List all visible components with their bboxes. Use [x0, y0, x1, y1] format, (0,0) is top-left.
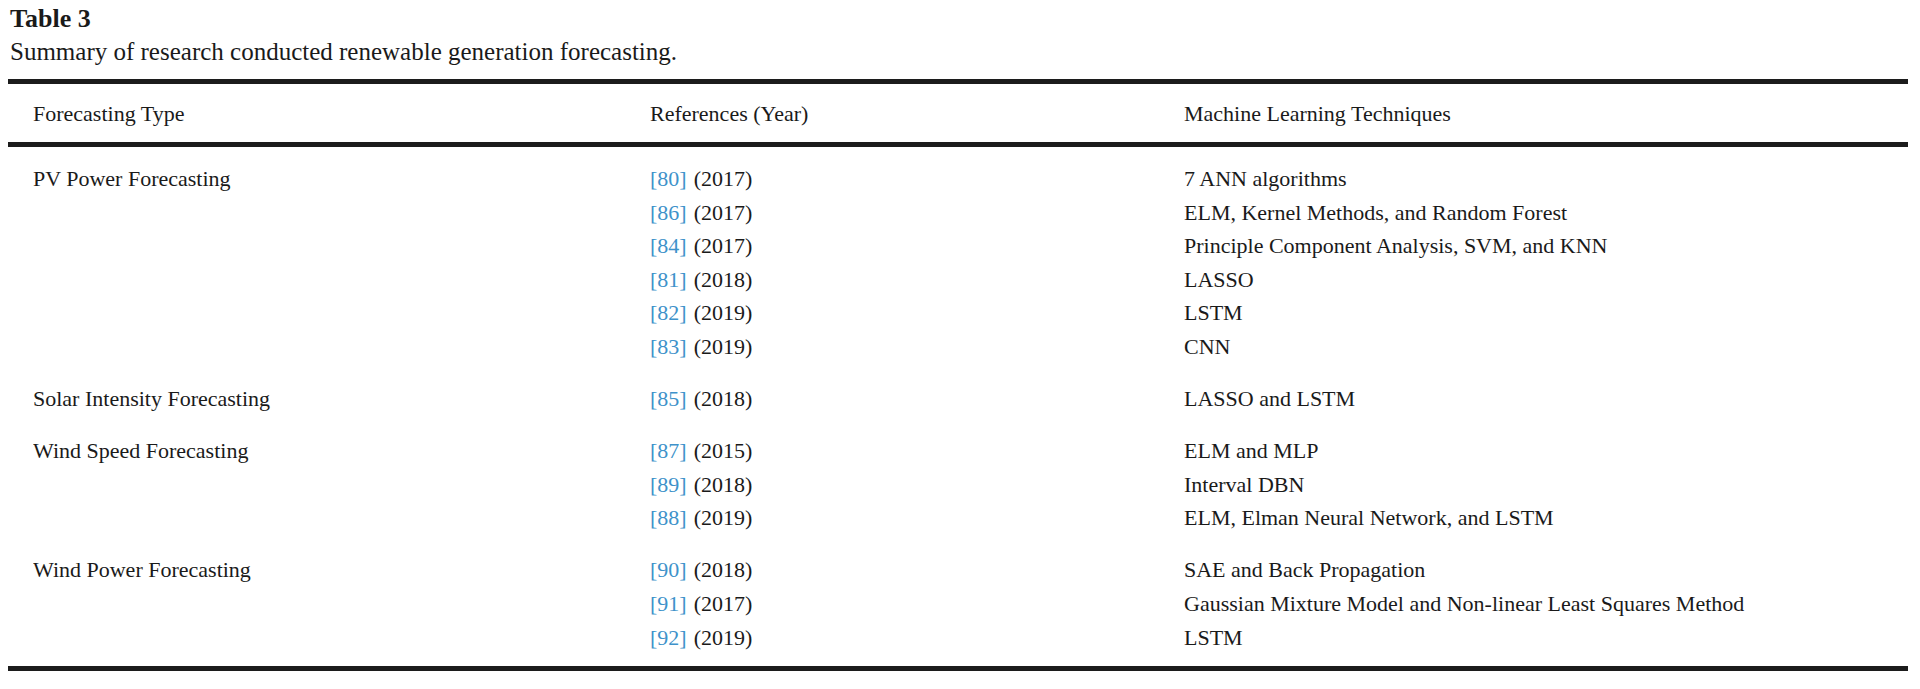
forecasting-type-cell [33, 621, 650, 655]
citation-year: (2017) [694, 166, 753, 191]
forecasting-type-cell: PV Power Forecasting [33, 162, 650, 196]
technique-cell: ELM and MLP [1184, 434, 1908, 468]
technique-cell: 7 ANN algorithms [1184, 162, 1908, 196]
table-row: [84] (2017) Principle Component Analysis,… [33, 229, 1908, 263]
table-row: [81] (2018) LASSO [33, 263, 1908, 297]
citation-link[interactable]: [86] [650, 200, 687, 225]
forecasting-type-cell [33, 229, 650, 263]
table-body: PV Power Forecasting [80] (2017) 7 ANN al… [33, 162, 1908, 654]
column-header-forecasting-type: Forecasting Type [33, 101, 650, 127]
technique-cell: ELM, Kernel Methods, and Random Forest [1184, 196, 1908, 230]
citation-link[interactable]: [89] [650, 472, 687, 497]
citation-year: (2018) [694, 267, 753, 292]
table-row: [83] (2019) CNN [33, 330, 1908, 364]
citation-link[interactable]: [87] [650, 438, 687, 463]
citation-year: (2019) [694, 625, 753, 650]
citation-year: (2018) [694, 472, 753, 497]
table-row: [86] (2017) ELM, Kernel Methods, and Rand… [33, 196, 1908, 230]
citation-year: (2015) [694, 438, 753, 463]
forecasting-type-cell [33, 587, 650, 621]
reference-year-cell: [90] (2018) [650, 553, 1184, 587]
technique-cell: LASSO [1184, 263, 1908, 297]
citation-link[interactable]: [81] [650, 267, 687, 292]
table-bottom-rule [8, 666, 1908, 671]
forecasting-type-cell [33, 296, 650, 330]
citation-link[interactable]: [85] [650, 386, 687, 411]
reference-year-cell: [91] (2017) [650, 587, 1184, 621]
citation-year: (2017) [694, 591, 753, 616]
table-row: PV Power Forecasting [80] (2017) 7 ANN al… [33, 162, 1908, 196]
table-row: Solar Intensity Forecasting [85] (2018) L… [33, 382, 1908, 416]
row-group-wind-power: Wind Power Forecasting [90] (2018) SAE an… [33, 553, 1908, 654]
reference-year-cell: [89] (2018) [650, 468, 1184, 502]
citation-link[interactable]: [82] [650, 300, 687, 325]
table-row: [89] (2018) Interval DBN [33, 468, 1908, 502]
technique-cell: SAE and Back Propagation [1184, 553, 1908, 587]
forecasting-type-cell [33, 501, 650, 535]
technique-cell: Gaussian Mixture Model and Non-linear Le… [1184, 587, 1908, 621]
citation-link[interactable]: [83] [650, 334, 687, 359]
row-group-solar-intensity: Solar Intensity Forecasting [85] (2018) L… [33, 382, 1908, 416]
technique-cell: LSTM [1184, 621, 1908, 655]
paper-table-figure: Table 3 Summary of research conducted re… [0, 0, 1920, 689]
reference-year-cell: [87] (2015) [650, 434, 1184, 468]
column-header-ml-techniques: Machine Learning Techniques [1184, 101, 1908, 127]
table-row: [82] (2019) LSTM [33, 296, 1908, 330]
citation-year: (2018) [694, 557, 753, 582]
forecasting-type-cell [33, 330, 650, 364]
technique-cell: Principle Component Analysis, SVM, and K… [1184, 229, 1908, 263]
table-row: [92] (2019) LSTM [33, 621, 1908, 655]
table-row: Wind Power Forecasting [90] (2018) SAE an… [33, 553, 1908, 587]
citation-link[interactable]: [92] [650, 625, 687, 650]
row-group-pv-power: PV Power Forecasting [80] (2017) 7 ANN al… [33, 162, 1908, 364]
citation-year: (2018) [694, 386, 753, 411]
forecasting-type-cell [33, 468, 650, 502]
table-header-rule [8, 142, 1908, 147]
reference-year-cell: [85] (2018) [650, 382, 1184, 416]
table-row: [91] (2017) Gaussian Mixture Model and No… [33, 587, 1908, 621]
reference-year-cell: [82] (2019) [650, 296, 1184, 330]
reference-year-cell: [81] (2018) [650, 263, 1184, 297]
reference-year-cell: [86] (2017) [650, 196, 1184, 230]
reference-year-cell: [88] (2019) [650, 501, 1184, 535]
citation-year: (2019) [694, 334, 753, 359]
forecasting-type-cell: Wind Speed Forecasting [33, 434, 650, 468]
table-row: Wind Speed Forecasting [87] (2015) ELM an… [33, 434, 1908, 468]
reference-year-cell: [83] (2019) [650, 330, 1184, 364]
technique-cell: LSTM [1184, 296, 1908, 330]
table-top-rule [8, 79, 1908, 84]
table-header-row: Forecasting Type References (Year) Machi… [33, 101, 1908, 127]
citation-link[interactable]: [91] [650, 591, 687, 616]
reference-year-cell: [84] (2017) [650, 229, 1184, 263]
citation-link[interactable]: [90] [650, 557, 687, 582]
citation-link[interactable]: [88] [650, 505, 687, 530]
table-label: Table 3 [10, 4, 91, 34]
citation-link[interactable]: [80] [650, 166, 687, 191]
technique-cell: CNN [1184, 330, 1908, 364]
table-caption: Summary of research conducted renewable … [10, 37, 677, 66]
reference-year-cell: [80] (2017) [650, 162, 1184, 196]
reference-year-cell: [92] (2019) [650, 621, 1184, 655]
row-group-wind-speed: Wind Speed Forecasting [87] (2015) ELM an… [33, 434, 1908, 535]
forecasting-type-cell: Solar Intensity Forecasting [33, 382, 650, 416]
technique-cell: LASSO and LSTM [1184, 382, 1908, 416]
forecasting-type-cell: Wind Power Forecasting [33, 553, 650, 587]
forecasting-type-cell [33, 196, 650, 230]
technique-cell: Interval DBN [1184, 468, 1908, 502]
citation-year: (2019) [694, 505, 753, 530]
citation-year: (2017) [694, 200, 753, 225]
citation-year: (2017) [694, 233, 753, 258]
citation-link[interactable]: [84] [650, 233, 687, 258]
citation-year: (2019) [694, 300, 753, 325]
forecasting-type-cell [33, 263, 650, 297]
table-row: [88] (2019) ELM, Elman Neural Network, an… [33, 501, 1908, 535]
technique-cell: ELM, Elman Neural Network, and LSTM [1184, 501, 1908, 535]
column-header-references-year: References (Year) [650, 101, 1184, 127]
